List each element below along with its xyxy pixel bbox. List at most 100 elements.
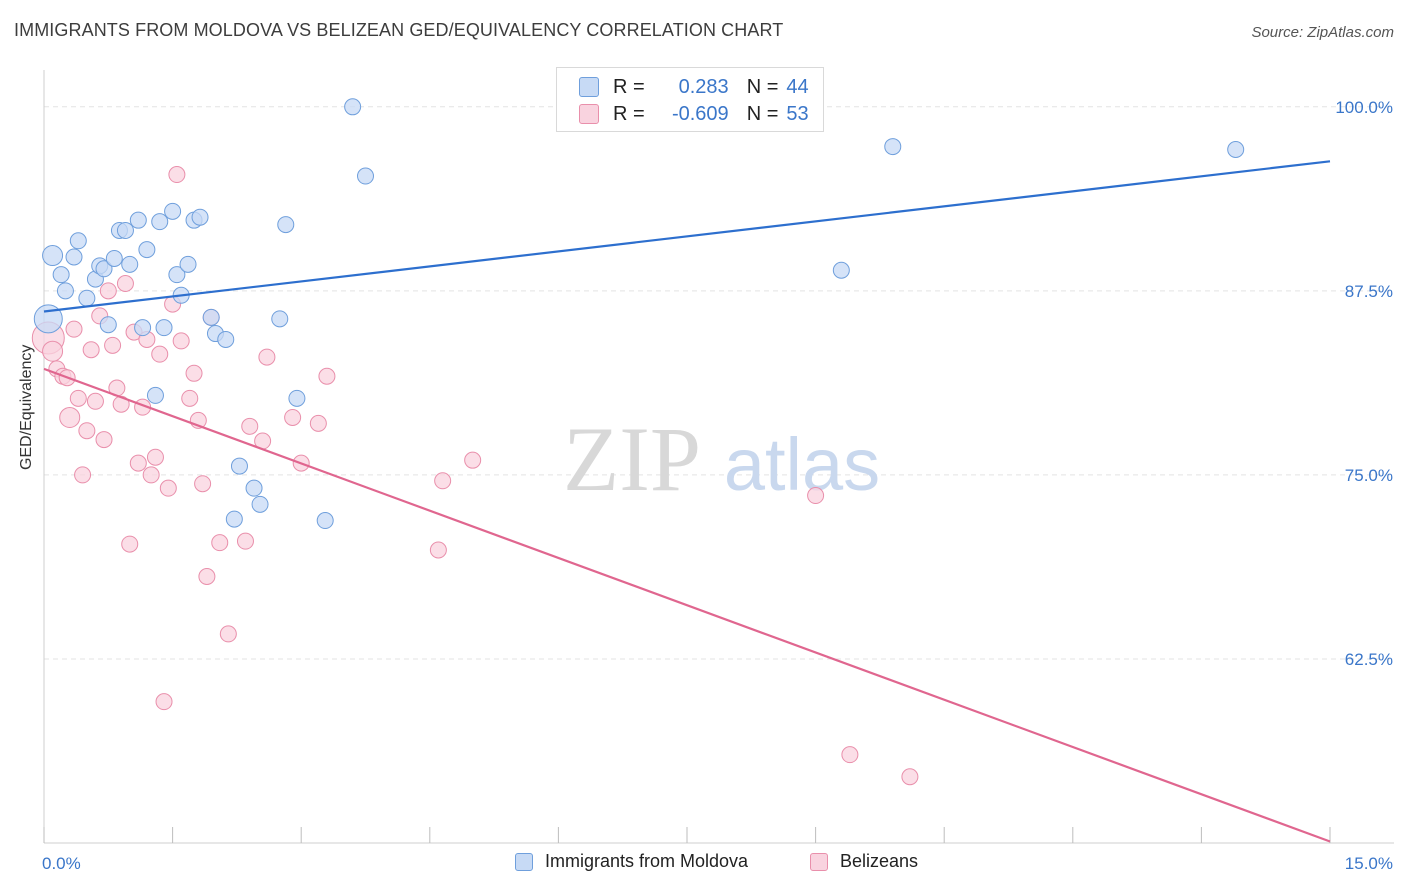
belizeans-point (181, 389, 199, 407)
belizeans-point (86, 392, 104, 410)
moldova-point (151, 213, 169, 231)
n-label: N = (746, 75, 779, 98)
belizeans-point (284, 408, 302, 426)
belizeans-point (194, 475, 212, 493)
belizeans-point (121, 535, 139, 553)
n-label: N = (746, 102, 779, 125)
y-tick-label: 87.5% (1345, 282, 1393, 301)
belizeans-point (434, 472, 452, 490)
belizeans-point (59, 406, 81, 428)
moldova-point (217, 330, 235, 348)
stats-legend-row-moldova: R = 0.283 N = 44 (579, 74, 809, 100)
moldova-point (99, 316, 117, 334)
moldova-point (832, 261, 850, 279)
belizeans-point (74, 466, 92, 484)
belizeans-legend-swatch (810, 852, 828, 871)
source-credit: Source: ZipAtlas.com (1251, 24, 1394, 41)
moldova-point (56, 282, 74, 300)
axes (43, 70, 1394, 844)
moldova-point (344, 98, 362, 116)
legend-item-belizeans[interactable]: Belizeans (810, 851, 918, 872)
legend-label: Belizeans (840, 851, 919, 871)
belizeans-point (116, 274, 134, 292)
y-tick-label: 75.0% (1345, 466, 1393, 485)
n-value: 53 (786, 102, 809, 125)
stats-legend: R = 0.283 N = 44 R = -0.609 N = 53 (556, 67, 824, 132)
moldova-point (146, 386, 164, 404)
watermark-atlas: atlas (724, 423, 880, 506)
belizeans-point (185, 364, 203, 382)
x-tick-labels: 0.0% 15.0% (42, 854, 1393, 873)
belizeans-point (219, 625, 237, 643)
belizeans-point (429, 541, 447, 559)
belizeans-point (464, 451, 482, 469)
belizeans-point (99, 282, 117, 300)
x-tick-label: 15.0% (1345, 854, 1393, 873)
moldova-point (277, 216, 295, 234)
belizeans-point (236, 532, 254, 550)
moldova-point (884, 138, 902, 156)
belizeans-point (65, 320, 83, 338)
belizeans-point (155, 693, 173, 711)
moldova-trend-line (43, 160, 1331, 313)
belizeans-point (78, 422, 96, 440)
y-tick-labels: 62.5% 75.0% 87.5% 100.0% (1335, 98, 1393, 669)
moldova-point (288, 389, 306, 407)
moldova-point (245, 479, 263, 497)
moldova-swatch (579, 77, 599, 97)
moldova-point (1227, 141, 1245, 159)
legend-item-moldova[interactable]: Immigrants from Moldova (515, 851, 748, 872)
belizeans-swatch (579, 104, 599, 124)
moldova-point (271, 310, 289, 328)
moldova-point (95, 260, 113, 278)
belizeans-point (151, 345, 169, 363)
r-value: -0.609 (671, 102, 729, 125)
stats-legend-row-belizeans: R = -0.609 N = 53 (579, 101, 809, 127)
moldova-point (69, 232, 87, 250)
r-label: R = (613, 102, 645, 125)
belizeans-point (69, 389, 87, 407)
belizeans-point (841, 746, 859, 764)
gridlines (44, 106, 1394, 660)
belizeans-point (258, 348, 276, 366)
belizeans-point (104, 336, 122, 354)
legend-label: Immigrants from Moldova (545, 851, 749, 871)
moldova-point (78, 289, 96, 307)
moldova-point (155, 319, 173, 337)
belizeans-point (142, 466, 160, 484)
moldova-point (121, 255, 139, 273)
y-axis-title: GED/Equivalency (18, 344, 35, 470)
moldova-point (33, 304, 63, 334)
moldova-point (134, 319, 152, 337)
moldova-point (230, 457, 248, 475)
moldova-point (129, 211, 147, 229)
belizeans-point (318, 367, 336, 385)
moldova-point (65, 248, 83, 266)
moldova-point (138, 241, 156, 259)
y-tick-label: 62.5% (1345, 650, 1393, 669)
y-tick-label: 100.0% (1335, 98, 1393, 117)
moldova-point (191, 208, 209, 226)
belizeans-point (309, 414, 327, 432)
moldova-point (52, 266, 70, 284)
n-value: 44 (786, 75, 809, 98)
r-value: 0.283 (678, 75, 729, 98)
belizeans-point (82, 341, 100, 359)
watermark-zip: ZIP (563, 408, 701, 510)
r-label: R = (613, 75, 645, 98)
moldova-point (225, 510, 243, 528)
moldova-point (357, 167, 374, 185)
belizeans-point (241, 417, 259, 435)
moldova-points (33, 98, 1245, 530)
belizeans-point (807, 487, 825, 505)
moldova-legend-swatch (515, 852, 533, 871)
x-tick-label: 0.0% (42, 854, 81, 873)
moldova-point (116, 221, 134, 239)
moldova-point (42, 245, 64, 267)
moldova-point (168, 266, 186, 284)
belizeans-point (172, 332, 190, 350)
chart-title: IMMIGRANTS FROM MOLDOVA VS BELIZEAN GED/… (14, 20, 784, 40)
belizeans-point (95, 431, 113, 449)
belizeans-point (198, 567, 216, 585)
watermark: ZIP atlas (563, 408, 880, 510)
